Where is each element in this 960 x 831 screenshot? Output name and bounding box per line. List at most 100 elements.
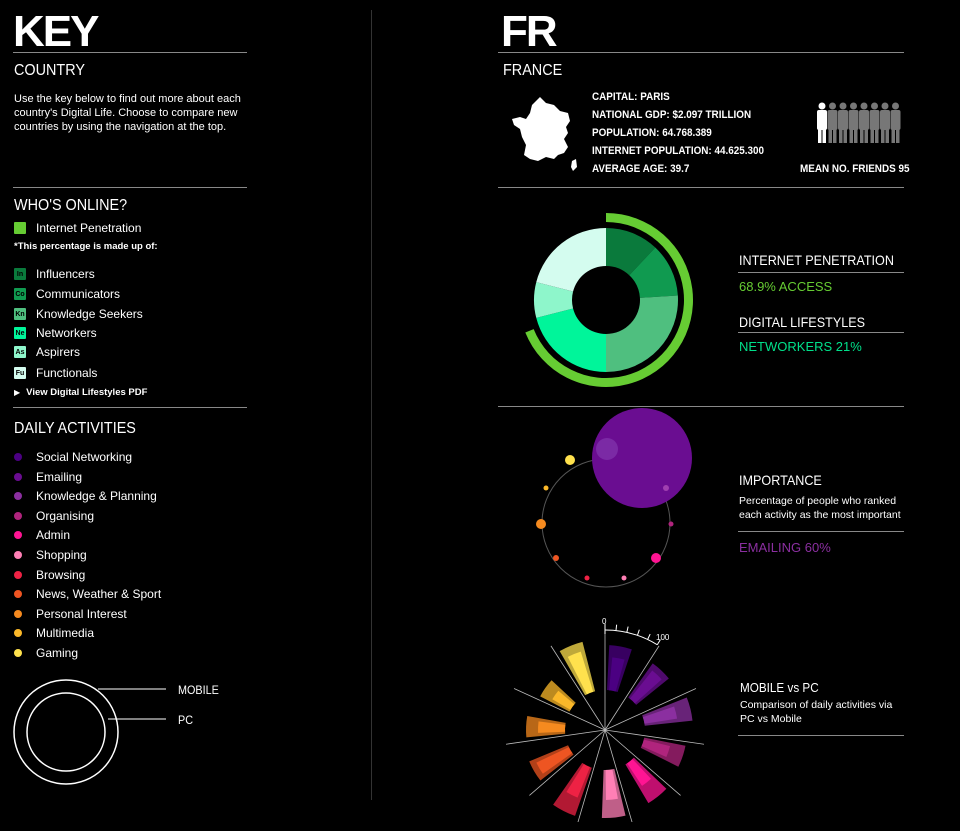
knowledge-bubble	[663, 485, 669, 491]
activity-item[interactable]: Personal Interest	[14, 606, 127, 622]
activity-item[interactable]: Social Networking	[14, 449, 132, 465]
internet-population-stat: INTERNET POPULATION: 44.625.300	[592, 145, 765, 157]
pc-bar	[566, 763, 590, 798]
divider	[498, 406, 904, 407]
pc-bar	[552, 690, 575, 710]
activity-label: News, Weather & Sport	[36, 587, 162, 602]
activity-label: Browsing	[36, 567, 86, 582]
segment-item[interactable]: Kn Knowledge Seekers	[14, 306, 143, 322]
pc-bar	[627, 759, 652, 786]
activity-label: Knowledge & Planning	[36, 489, 157, 504]
country-code: FR	[501, 7, 558, 56]
activity-item[interactable]: Multimedia	[14, 625, 94, 641]
person-icon	[817, 102, 827, 143]
segment-badge: Ne	[14, 327, 26, 339]
activity-item[interactable]: Knowledge & Planning	[14, 488, 157, 504]
importance-desc: Percentage of people who ranked each act…	[739, 495, 901, 521]
person-icon	[869, 102, 880, 143]
activity-color-dot	[14, 472, 22, 481]
person-icon	[838, 102, 848, 143]
scale-tick	[615, 624, 618, 631]
lifestyle-segment	[606, 228, 656, 276]
importance-chart	[536, 408, 692, 588]
activity-color-dot	[14, 453, 22, 461]
spoke	[577, 729, 606, 822]
divider	[738, 332, 904, 333]
segment-item[interactable]: Fu Functionals	[14, 365, 97, 381]
pc-bar	[629, 670, 662, 704]
france-map-icon	[512, 97, 577, 171]
activity-color-dot	[14, 649, 22, 657]
multimedia-bubble	[543, 485, 549, 491]
divider	[13, 407, 247, 408]
segment-badge: Fu	[14, 367, 26, 379]
divider	[738, 272, 904, 273]
scale-tick	[647, 633, 651, 640]
play-icon: ▶	[14, 388, 21, 397]
mobile-vs-pc-heading: MOBILE vs PC	[740, 680, 819, 695]
lifestyle-segment	[536, 228, 606, 292]
segment-badge: Kn	[14, 308, 26, 320]
person-icon	[848, 102, 859, 143]
lifestyles-value: NETWORKERS 21%	[739, 339, 862, 354]
spoke	[604, 729, 705, 745]
digital-lifestyles-heading: DIGITAL LIFESTYLES	[739, 314, 866, 330]
pc-bar	[605, 769, 618, 800]
pc-bar	[538, 721, 566, 733]
segments-note: *This percentage is made up of:	[14, 241, 158, 252]
activity-item[interactable]: News, Weather & Sport	[14, 586, 161, 602]
segment-item[interactable]: Ne Networkers	[14, 325, 97, 341]
pdf-link[interactable]: ▶ View Digital Lifestyles PDF	[14, 387, 147, 399]
whos-online-heading: WHO'S ONLINE?	[14, 197, 128, 214]
lifestyle-segment	[534, 282, 574, 318]
mobile-ring	[13, 679, 119, 785]
activity-label: Multimedia	[36, 626, 95, 641]
shopping-bubble	[621, 575, 627, 581]
segment-label: Influencers	[36, 267, 95, 281]
organising-bubble	[668, 521, 674, 527]
activity-item[interactable]: Shopping	[14, 547, 87, 563]
spoke	[604, 688, 697, 731]
key-intro: Use the key below to find out more about…	[14, 93, 241, 133]
activity-label: Emailing	[36, 469, 83, 484]
segment-item[interactable]: In Influencers	[14, 266, 95, 282]
activity-item[interactable]: Browsing	[14, 567, 85, 583]
activity-item[interactable]: Admin	[14, 527, 70, 543]
activity-label: Gaming	[36, 646, 79, 660]
internet-penetration-key: Internet Penetration	[14, 220, 141, 236]
divider	[498, 187, 904, 188]
panel-divider	[371, 10, 372, 800]
activity-label: Shopping	[36, 548, 87, 562]
scale-min-label: 0	[602, 617, 607, 626]
divider	[738, 531, 904, 532]
mobile-label: MOBILE	[178, 683, 219, 697]
segment-item[interactable]: Co Communicators	[14, 286, 120, 302]
person-icon	[880, 102, 890, 143]
emailing-bubble	[592, 408, 692, 508]
activity-color-dot	[14, 629, 22, 638]
activity-item[interactable]: Gaming	[14, 645, 78, 661]
activity-label: Organising	[36, 508, 95, 523]
mobile-vs-pc-chart	[505, 624, 705, 822]
activity-color-dot	[14, 492, 22, 501]
activity-color-dot	[14, 511, 22, 520]
penetration-donut-chart	[525, 213, 693, 387]
activity-color-dot	[14, 570, 22, 579]
pc-bar	[567, 651, 594, 695]
person-icon	[890, 102, 901, 143]
segment-label: Aspirers	[36, 345, 81, 359]
divider	[498, 52, 904, 53]
activity-item[interactable]: Emailing	[14, 469, 82, 485]
country-heading: COUNTRY	[14, 62, 85, 79]
segment-item[interactable]: As Aspirers	[14, 344, 80, 360]
segment-label: Knowledge Seekers	[36, 307, 143, 321]
gaming-bubble	[565, 455, 575, 465]
penetration-value: 68.9% ACCESS	[739, 279, 833, 294]
segment-badge: In	[14, 268, 26, 280]
person-icon	[859, 102, 869, 143]
activity-color-dot	[14, 609, 22, 618]
divider	[13, 52, 247, 53]
pc-bar	[536, 747, 573, 774]
activity-item[interactable]: Organising	[14, 508, 94, 524]
daily-activities-heading: DAILY ACTIVITIES	[14, 420, 136, 437]
